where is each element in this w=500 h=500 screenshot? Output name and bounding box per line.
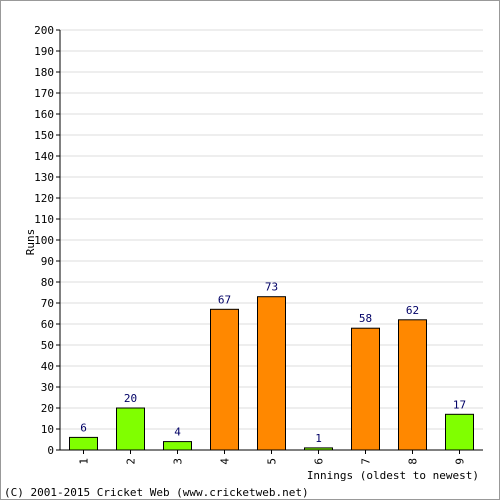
data-label: 6 [80,421,87,434]
y-tick-label: 200 [34,24,54,37]
bar [398,319,427,451]
bar [257,296,286,451]
data-label: 1 [315,432,322,445]
data-label: 4 [174,426,181,439]
y-tick-label: 60 [41,318,54,331]
x-axis-ticks: 1 2 3 4 5 6 7 8 9 [78,450,467,465]
y-tick-label: 0 [47,444,54,457]
x-tick-label: 5 [266,458,279,465]
y-tick-label: 130 [34,171,54,184]
data-label: 58 [359,312,372,325]
y-tick-label: 40 [41,360,54,373]
x-tick-label: 3 [172,458,185,465]
x-tick-label: 9 [454,458,467,465]
y-tick-label: 110 [34,213,54,226]
y-tick-label: 150 [34,129,54,142]
y-tick-label: 160 [34,108,54,121]
y-tick-label: 10 [41,423,54,436]
y-tick-label: 90 [41,255,54,268]
y-tick-label: 80 [41,276,54,289]
bar [210,308,239,451]
y-tick-label: 140 [34,150,54,163]
bar [163,441,192,451]
x-tick-label: 6 [313,458,326,465]
y-tick-label: 190 [34,45,54,58]
y-tick-label: 70 [41,297,54,310]
data-label: 67 [218,293,231,306]
bars [69,296,474,451]
copyright-text: (C) 2001-2015 Cricket Web (www.cricketwe… [4,486,309,499]
x-tick-label: 1 [78,458,91,465]
x-tick-label: 2 [125,458,138,465]
x-tick-label: 7 [360,458,373,465]
y-tick-label: 180 [34,66,54,79]
data-label: 20 [124,392,137,405]
y-tick-label: 50 [41,339,54,352]
bar [69,436,98,451]
x-tick-label: 4 [219,458,232,465]
data-labels: 6 20 4 67 73 1 58 62 17 [80,281,466,445]
data-label: 17 [453,398,466,411]
y-axis-ticks: 0 10 20 30 40 50 60 70 80 90 100 110 120 130 140 150 160… [34,24,60,457]
y-tick-label: 20 [41,402,54,415]
x-tick-label: 8 [407,458,420,465]
x-axis-label: Innings (oldest to newest) [307,469,479,482]
data-label: 62 [406,304,419,317]
bar [445,413,474,451]
y-tick-label: 30 [41,381,54,394]
bar [351,327,380,451]
y-tick-label: 100 [34,234,54,247]
data-label: 73 [265,281,278,294]
y-axis-label: Runs [24,229,37,256]
y-tick-label: 120 [34,192,54,205]
bar [116,407,145,451]
y-tick-label: 170 [34,87,54,100]
